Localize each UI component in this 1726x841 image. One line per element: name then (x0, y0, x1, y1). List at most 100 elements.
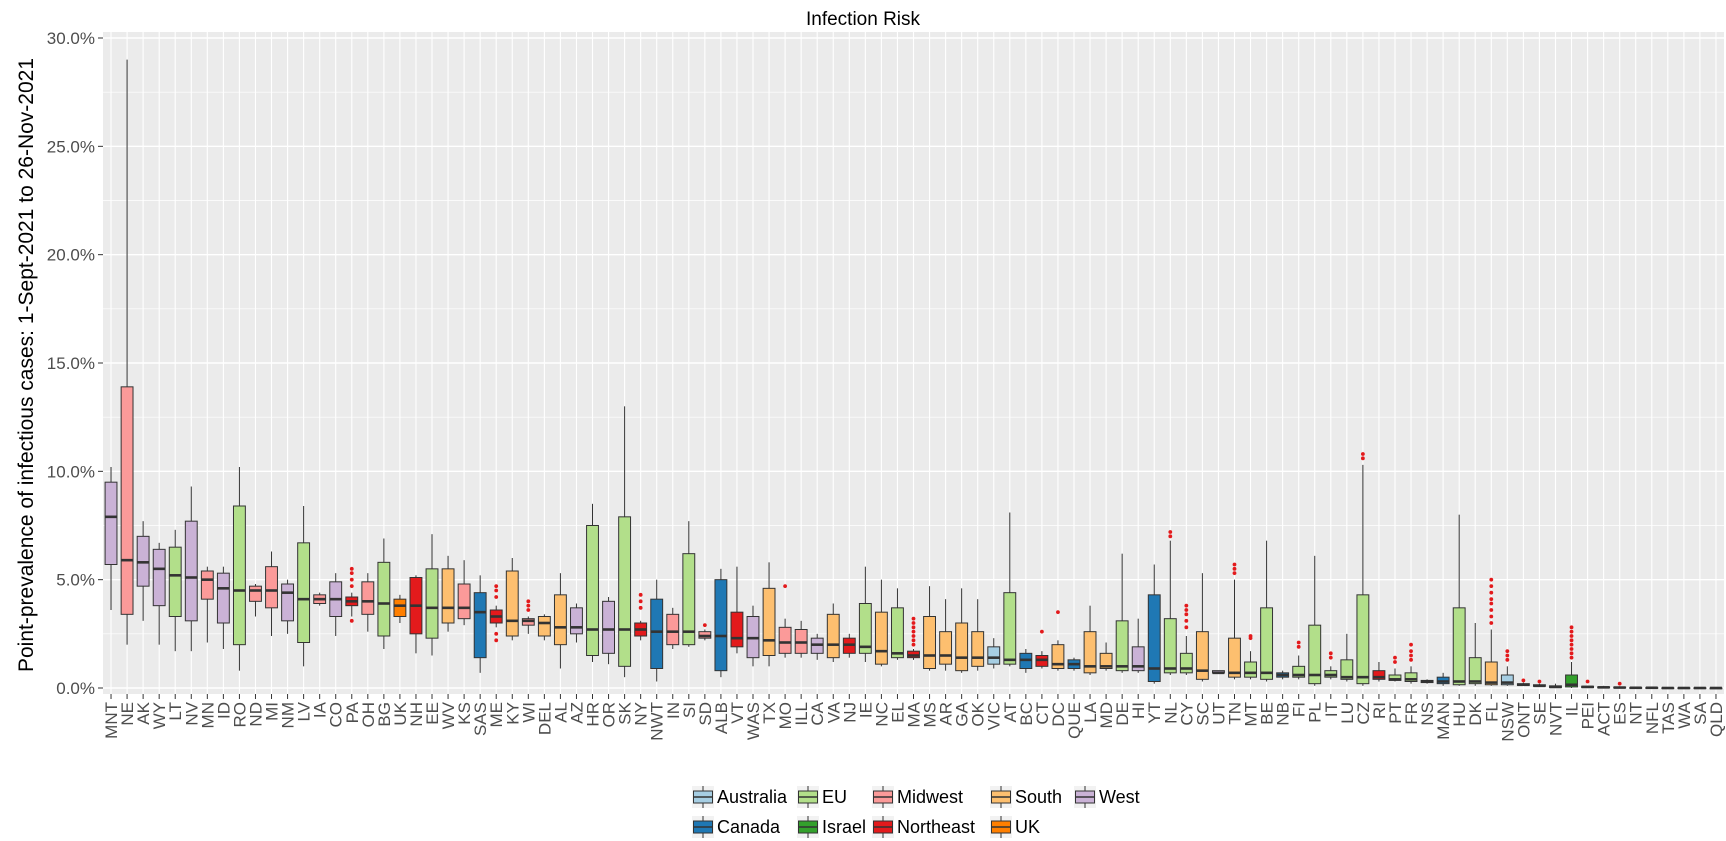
x-tick-label: ACT (1595, 702, 1614, 736)
x-tick-label: VIC (985, 702, 1004, 730)
x-tick-label: UT (1209, 702, 1228, 725)
box-act (1597, 685, 1611, 689)
x-tick-label: SD (696, 702, 715, 726)
x-tick-label: LV (295, 701, 314, 721)
box-iqr (1131, 646, 1145, 672)
box-man (1436, 672, 1450, 686)
box-pt (1388, 655, 1402, 682)
box-iqr (1003, 592, 1017, 665)
outlier-point (911, 638, 916, 643)
box-iqr (200, 570, 214, 600)
box-iqr (971, 631, 985, 667)
box-ga (955, 588, 969, 673)
box-iqr (184, 520, 198, 622)
box-al (553, 573, 567, 669)
x-tick-label: NY (632, 702, 651, 726)
x-tick-label: PL (1306, 702, 1325, 723)
box-wa (1677, 686, 1691, 690)
box-iqr (778, 626, 792, 654)
legend-label: EU (822, 787, 847, 807)
outlier-point (1569, 629, 1574, 634)
outlier-point (1184, 603, 1189, 608)
x-tick-label: BG (375, 702, 394, 727)
x-tick-label: NE (118, 702, 137, 726)
box-ne (120, 59, 134, 645)
x-tick-label: CZ (1354, 702, 1373, 725)
x-tick-label: QUE (1065, 702, 1084, 739)
legend-item-northeast: Northeast (872, 816, 975, 838)
x-tick-label: MS (921, 702, 940, 728)
outlier-point (1393, 655, 1397, 660)
box-ill (794, 620, 808, 658)
outlier-point (1360, 456, 1365, 461)
x-tick-label: NSW (1498, 702, 1517, 742)
y-tick-label: 10.0% (47, 462, 95, 481)
legend-label: Midwest (897, 787, 963, 807)
box-tx (762, 562, 776, 667)
x-tick-label: BE (1258, 702, 1277, 725)
legend-item-eu: EU (797, 786, 847, 808)
x-tick-label: MNT (102, 702, 121, 739)
x-tick-label: LT (166, 702, 185, 721)
x-tick-label: MO (776, 702, 795, 729)
outlier-point (1489, 621, 1494, 625)
outlier-point (526, 608, 531, 612)
box-ar (939, 599, 953, 671)
box-id (216, 566, 230, 649)
x-tick-label: VT (728, 702, 747, 724)
box-iqr (361, 581, 375, 615)
outlier-point (1505, 657, 1510, 662)
box-ok (971, 599, 985, 671)
box-nfl (1645, 686, 1659, 690)
box-iqr (152, 548, 166, 607)
box-oh (361, 573, 375, 632)
box-iqr (232, 505, 246, 646)
y-tick-label: 20.0% (47, 246, 95, 265)
outlier-point (1569, 651, 1574, 656)
x-tick-label: FI (1290, 702, 1309, 717)
box-lv (297, 506, 311, 667)
box-il (1565, 625, 1578, 688)
x-tick-label: FR (1402, 702, 1421, 725)
legend-label: South (1015, 787, 1062, 807)
box-sd (698, 623, 712, 641)
x-tick-label: OH (359, 702, 378, 728)
x-tick-label: LU (1338, 702, 1357, 724)
x-tick-label: NV (182, 701, 201, 725)
box-in (666, 607, 680, 649)
x-tick-label: IN (664, 702, 683, 719)
x-tick-label: OR (600, 702, 619, 728)
box-qld (1709, 686, 1723, 690)
box-iqr (730, 611, 744, 648)
x-tick-label: WA (1675, 701, 1694, 728)
legend-item-canada: Canada (692, 816, 781, 838)
x-tick-label: MN (198, 702, 217, 728)
x-tick-label: SC (1193, 702, 1212, 726)
x-tick-label: NL (1161, 702, 1180, 724)
outlier-point (1505, 649, 1510, 654)
box-wy (152, 542, 166, 645)
x-tick-label: CO (327, 702, 346, 728)
x-tick-label: ID (214, 702, 233, 719)
legend-item-south: South (990, 786, 1062, 808)
box-iqr (473, 592, 487, 659)
box-iqr (1565, 674, 1578, 688)
y-axis-title: Point-prevalence of infectious cases: 1-… (15, 58, 38, 672)
outlier-point (1232, 566, 1237, 571)
box-iqr (281, 583, 295, 622)
box-iqr (955, 622, 969, 672)
box-ut (1212, 670, 1225, 675)
x-tick-label: DK (1466, 701, 1485, 725)
box-pl (1308, 555, 1322, 686)
x-tick-label: ILL (792, 702, 811, 726)
x-tick-label: MT (1242, 702, 1261, 727)
box-mo (778, 584, 792, 658)
box-es (1613, 681, 1627, 689)
box-pei (1581, 679, 1595, 689)
x-tick-label: IE (856, 702, 875, 718)
box-iqr (1244, 661, 1257, 678)
x-tick-label: HU (1450, 702, 1469, 727)
outlier-point (526, 603, 531, 608)
box-nwt (650, 579, 664, 682)
outlier-point (494, 595, 499, 599)
